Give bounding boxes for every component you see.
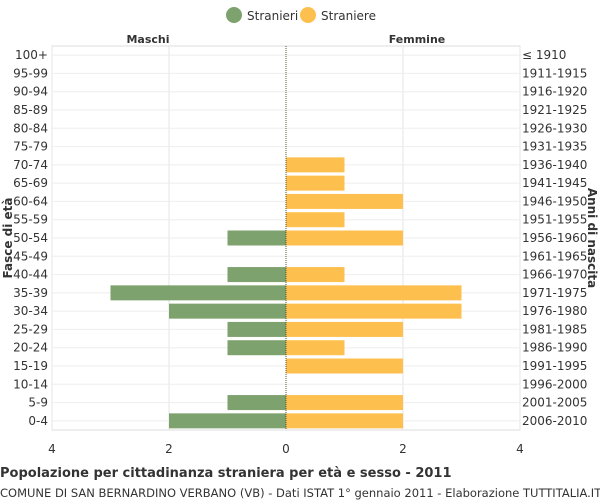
legend-label-straniere: Straniere [321, 9, 376, 23]
birth-year-label: 1981-1985 [522, 322, 587, 336]
age-label: 10-14 [13, 377, 48, 391]
y-axis-title-right: Anni di nascita [585, 188, 599, 288]
birth-year-label: 1991-1995 [522, 359, 587, 373]
age-label: 85-89 [13, 103, 48, 117]
birth-year-label: 1936-1940 [522, 158, 587, 172]
age-label: 40-44 [13, 268, 48, 282]
age-label: 100+ [15, 48, 48, 62]
bar-straniere-60-64 [286, 193, 403, 209]
age-labels: 100+ 95-99 90-94 85-89 80-84 75-79 70-74 65-69 6… [13, 48, 48, 428]
birth-year-label: 1961-1965 [522, 249, 587, 263]
chart-subtitle: COMUNE DI SAN BERNARDINO VERBANO (VB) - … [0, 486, 600, 500]
x-tick-label: 2 [165, 442, 173, 456]
age-label: 35-39 [13, 286, 48, 300]
bar-straniere-65-69 [286, 175, 345, 191]
age-label: 50-54 [13, 231, 48, 245]
birth-year-label: 1926-1930 [522, 121, 587, 135]
age-label: 95-99 [13, 66, 48, 80]
x-tick-label: 4 [48, 442, 56, 456]
x-tick-label: 2 [399, 442, 407, 456]
bar-stranieri-50-54 [227, 230, 286, 246]
x-tick-label: 0 [282, 442, 290, 456]
chart-title: Popolazione per cittadinanza straniera p… [0, 466, 452, 481]
bar-stranieri-30-34 [169, 303, 286, 319]
birth-year-label: 1966-1970 [522, 268, 587, 282]
birth-year-label: 1996-2000 [522, 377, 587, 391]
legend-label-stranieri: Stranieri [247, 9, 298, 23]
birth-year-labels: ≤ 1910 1911-1915 1916-1920 1921-1925 1926-19… [522, 48, 587, 428]
bar-stranieri-5-9 [227, 395, 286, 411]
birth-year-label: 1911-1915 [522, 66, 587, 80]
legend-swatch-stranieri [226, 7, 242, 23]
birth-year-label: 1956-1960 [522, 231, 587, 245]
birth-year-label: 2006-2010 [522, 414, 587, 428]
bar-straniere-20-24 [286, 340, 345, 356]
age-label: 90-94 [13, 85, 48, 99]
age-label: 70-74 [13, 158, 48, 172]
bar-stranieri-35-39 [110, 285, 286, 301]
birth-year-label: 2001-2005 [522, 396, 587, 410]
bar-straniere-70-74 [286, 157, 345, 173]
legend-swatch-straniere [300, 7, 316, 23]
birth-year-label: ≤ 1910 [522, 48, 566, 62]
age-label: 15-19 [13, 359, 48, 373]
birth-year-label: 1916-1920 [522, 85, 587, 99]
bar-straniere-35-39 [286, 285, 462, 301]
age-label: 20-24 [13, 341, 48, 355]
birth-year-label: 1976-1980 [522, 304, 587, 318]
birth-year-label: 1941-1945 [522, 176, 587, 190]
birth-year-label: 1921-1925 [522, 103, 587, 117]
age-label: 30-34 [13, 304, 48, 318]
birth-year-label: 1931-1935 [522, 140, 587, 154]
bar-straniere-55-59 [286, 212, 345, 228]
bar-stranieri-0-4 [169, 413, 286, 429]
age-label: 65-69 [13, 176, 48, 190]
age-label: 45-49 [13, 249, 48, 263]
bars [110, 157, 462, 429]
age-label: 60-64 [13, 194, 48, 208]
age-label: 75-79 [13, 140, 48, 154]
bar-straniere-15-19 [286, 358, 403, 374]
age-label: 80-84 [13, 121, 48, 135]
age-label: 25-29 [13, 322, 48, 336]
age-label: 0-4 [28, 414, 48, 428]
side-label-femmine: Femmine [389, 33, 446, 46]
birth-year-label: 1986-1990 [522, 341, 587, 355]
bar-straniere-30-34 [286, 303, 462, 319]
legend: Stranieri Straniere [226, 7, 376, 23]
bar-straniere-50-54 [286, 230, 403, 246]
age-label: 55-59 [13, 213, 48, 227]
x-tick-label: 4 [516, 442, 524, 456]
x-tick-labels: 4 2 0 2 4 [48, 442, 524, 456]
bar-straniere-25-29 [286, 321, 403, 337]
y-axis-title-left: Fasce di età [1, 197, 15, 278]
bar-straniere-0-4 [286, 413, 403, 429]
birth-year-label: 1946-1950 [522, 194, 587, 208]
bar-straniere-40-44 [286, 267, 345, 283]
bar-stranieri-40-44 [227, 267, 286, 283]
bar-stranieri-20-24 [227, 340, 286, 356]
birth-year-label: 1971-1975 [522, 286, 587, 300]
age-label: 5-9 [28, 396, 48, 410]
bar-stranieri-25-29 [227, 321, 286, 337]
bar-straniere-5-9 [286, 395, 403, 411]
side-label-maschi: Maschi [126, 33, 169, 46]
birth-year-label: 1951-1955 [522, 213, 587, 227]
